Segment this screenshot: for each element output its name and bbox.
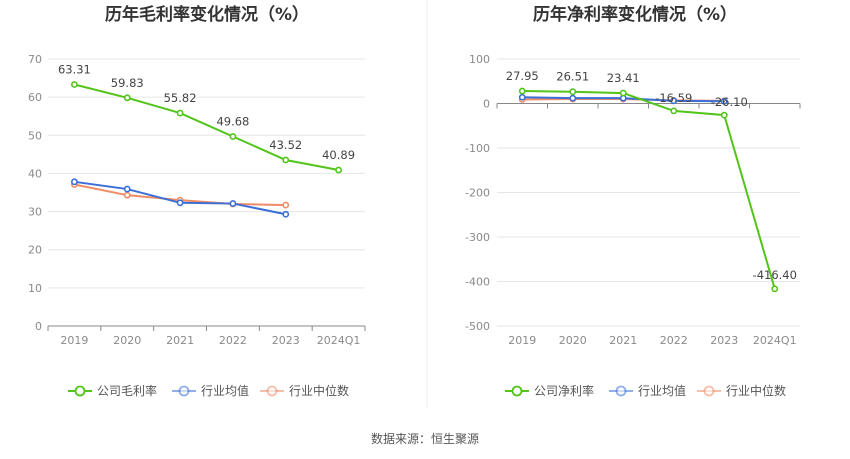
data-source-note: 数据来源：恒生聚源 [370,432,479,446]
legend-item: 公司毛利率 [68,383,157,398]
data-point [619,89,627,97]
legend-item: 行业均值 [609,383,686,398]
y-tick-label: -500 [465,320,490,333]
y-tick-label: 100 [469,53,490,66]
data-label: -26.10 [711,95,748,109]
data-point [123,185,131,193]
legend-item: 行业中位数 [260,383,349,398]
x-tick-label: 2023 [710,334,738,347]
data-label: 59.83 [111,76,144,90]
data-point [569,94,577,102]
series-line [74,83,339,172]
x-tick-label: 2021 [609,334,637,347]
y-tick-label: 50 [28,129,42,142]
data-point [176,199,184,207]
data-point [335,166,342,174]
y-tick-label: 60 [28,91,42,104]
y-tick-label: -300 [465,231,490,244]
data-label: 49.68 [216,115,249,129]
x-tick-label: 2022 [219,334,247,347]
x-tick-label: 2024Q1 [753,334,797,347]
x-tick-label: 2024Q1 [317,334,361,347]
data-point [71,178,78,186]
legend-marker-icon [178,385,190,397]
y-tick-label: 40 [28,167,42,180]
legend-marker-icon [615,385,627,397]
data-point [771,285,779,293]
y-tick-label: -100 [465,142,490,155]
y-tick-label: 20 [28,244,42,257]
legend-label: 公司净利率 [534,383,594,398]
gross-margin-chart: 历年毛利率变化情况（%） 0 10 20 30 40 50 60 70 2019 2020 2021 2… [28,4,366,398]
data-point [518,87,526,95]
legend-label: 公司毛利率 [97,383,157,398]
y-tick-label: 0 [483,98,490,111]
data-point [123,191,131,199]
x-tick-label: 2021 [166,334,194,347]
x-tick-label: 2019 [508,334,536,347]
data-label: 26.51 [556,70,589,84]
y-tick-label: -400 [465,276,490,289]
data-label: 40.89 [322,148,355,162]
chart-title: 历年净利率变化情况（%） [533,4,737,25]
data-point [670,97,678,105]
data-label: 43.52 [269,138,302,152]
x-tick-label: 2020 [113,334,141,347]
x-tick-label: 2020 [559,334,587,347]
data-point [282,210,290,218]
data-point [229,200,237,207]
data-point [720,111,728,119]
data-point [518,93,526,101]
legend-label: 行业中位数 [726,383,786,398]
net-margin-chart: 历年净利率变化情况（%） -500 -400 -300 -200 -100 0 100 2019… [465,4,801,398]
data-point [282,201,290,209]
legend-item: 行业中位数 [697,383,786,398]
data-point [569,88,577,96]
series-line [522,90,776,290]
data-point [282,156,290,164]
data-label: 55.82 [164,91,197,105]
y-tick-label: -200 [465,187,490,200]
legend-label: 行业中位数 [289,383,349,398]
y-tick-label: 30 [28,206,42,219]
legend-item: 公司净利率 [505,383,594,398]
x-tick-label: 2023 [272,334,300,347]
data-point [229,133,237,140]
legend-label: 行业均值 [201,383,249,398]
data-label: 27.95 [506,69,539,83]
data-label: 63.31 [58,63,91,77]
legend-marker-icon [703,385,715,397]
data-point [123,94,131,102]
legend-marker-icon [74,385,86,397]
chart-title: 历年毛利率变化情况（%） [105,4,309,25]
legend-label: 行业均值 [638,383,686,398]
data-point [176,109,184,117]
data-label: -416.40 [753,268,797,282]
data-point [670,107,678,115]
legend-marker-icon [511,385,523,397]
x-tick-label: 2019 [60,334,88,347]
data-point [720,97,728,105]
legend-item: 行业均值 [172,383,249,398]
data-point [71,81,78,88]
data-label: 23.41 [607,71,640,85]
x-tick-label: 2022 [660,334,688,347]
y-tick-label: 0 [35,320,42,333]
legend-marker-icon [266,385,278,397]
y-tick-label: 10 [28,282,42,295]
data-label: -16.59 [655,91,692,105]
y-tick-label: 70 [28,53,42,66]
